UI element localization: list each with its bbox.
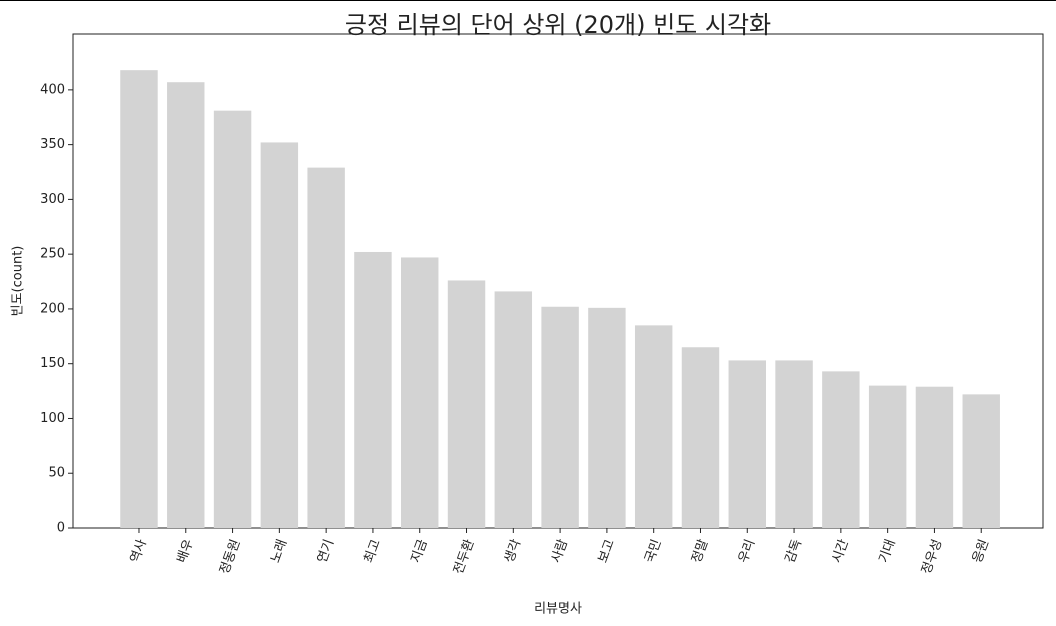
- x-tick-label: 시간: [830, 537, 852, 565]
- x-tick-label: 연기: [315, 537, 337, 565]
- x-tick-label: 지금: [408, 537, 430, 565]
- chart-title: 긍정 리뷰의 단어 상위 (20개) 빈도 시각화: [345, 11, 771, 39]
- x-tick-label: 사람: [549, 537, 571, 565]
- bar: [120, 70, 158, 529]
- x-tick-label: 배우: [175, 537, 197, 565]
- x-tick-label: 국민: [642, 537, 664, 565]
- x-tick-label: 응원: [970, 537, 992, 565]
- bar: [167, 82, 205, 528]
- x-tick-label: 최고: [362, 537, 384, 565]
- y-tick-label: 0: [57, 521, 65, 536]
- x-tick-label: 정우성: [919, 537, 945, 576]
- bar: [868, 385, 907, 528]
- bar: [354, 251, 392, 528]
- x-axis-label: 리뷰명사: [534, 602, 582, 617]
- y-tick-label: 300: [40, 192, 65, 207]
- bar: [307, 167, 345, 528]
- bar: [541, 306, 579, 528]
- y-tick-label: 250: [40, 247, 65, 262]
- x-tick-label: 우리: [736, 537, 758, 565]
- y-tick-label: 400: [40, 82, 65, 97]
- y-tick-label: 100: [40, 411, 65, 426]
- x-tick-label: 보고: [596, 537, 618, 565]
- x-tick-label: 정동원: [217, 537, 243, 576]
- x-tick-label: 기대: [876, 537, 898, 565]
- y-tick-label: 50: [48, 466, 65, 481]
- bar: [213, 110, 252, 528]
- bar: [588, 307, 626, 528]
- bar: [822, 371, 860, 528]
- bar: [681, 347, 720, 528]
- bar: [401, 257, 439, 528]
- x-tick-label: 역사: [128, 537, 150, 565]
- x-tick-label: 전두환: [451, 537, 477, 576]
- bar: [775, 360, 813, 528]
- y-tick-label: 150: [40, 356, 65, 371]
- bar: [494, 291, 533, 528]
- y-tick-label: 350: [40, 137, 65, 152]
- bar: [260, 142, 299, 528]
- x-tick-label: 노래: [268, 537, 290, 565]
- bar: [447, 280, 486, 528]
- y-tick-label: 200: [40, 301, 65, 316]
- x-tick-label: 정말: [689, 537, 711, 565]
- x-tick-label: 생각: [502, 537, 524, 565]
- bar: [728, 360, 766, 528]
- bar: [962, 394, 1000, 528]
- x-tick-label: 감독: [783, 537, 805, 565]
- y-axis-label: 빈도(count): [11, 246, 26, 317]
- bar: [634, 325, 673, 528]
- bar: [915, 386, 954, 528]
